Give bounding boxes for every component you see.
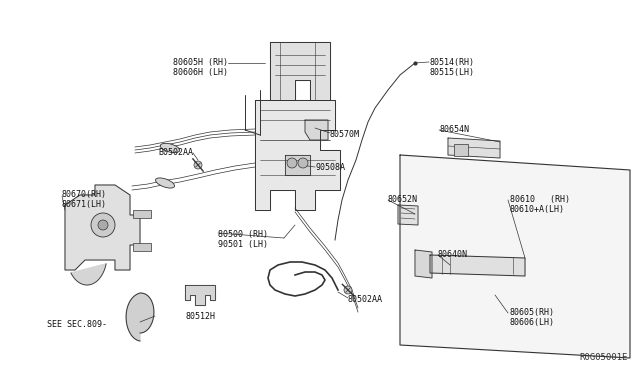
Text: 80610   (RH)
80610+A(LH): 80610 (RH) 80610+A(LH) [510, 195, 570, 214]
Circle shape [98, 220, 108, 230]
Polygon shape [448, 138, 500, 158]
FancyBboxPatch shape [454, 144, 468, 156]
Text: 80605(RH)
80606(LH): 80605(RH) 80606(LH) [510, 308, 555, 327]
FancyBboxPatch shape [133, 210, 151, 218]
Text: 80570M: 80570M [330, 130, 360, 139]
Circle shape [287, 158, 297, 168]
Text: 80514(RH)
80515(LH): 80514(RH) 80515(LH) [430, 58, 475, 77]
Circle shape [91, 213, 115, 237]
Polygon shape [71, 264, 106, 285]
Text: 80512H: 80512H [185, 312, 215, 321]
Polygon shape [65, 185, 140, 270]
Polygon shape [430, 255, 525, 276]
Text: 80502AA: 80502AA [348, 295, 383, 304]
Text: 90508A: 90508A [315, 163, 345, 172]
Text: 80652N: 80652N [388, 195, 418, 204]
Ellipse shape [156, 178, 175, 188]
Polygon shape [185, 285, 215, 305]
Text: 80670(RH)
80671(LH): 80670(RH) 80671(LH) [62, 190, 107, 209]
Polygon shape [270, 42, 330, 100]
Text: 80500 (RH)
90501 (LH): 80500 (RH) 90501 (LH) [218, 230, 268, 249]
Polygon shape [400, 155, 630, 358]
Polygon shape [285, 155, 310, 175]
Polygon shape [126, 293, 154, 341]
Ellipse shape [160, 143, 180, 153]
Text: 80640N: 80640N [438, 250, 468, 259]
Polygon shape [415, 250, 432, 278]
Polygon shape [255, 100, 340, 210]
Text: 80654N: 80654N [440, 125, 470, 134]
Text: R0G05001E: R0G05001E [580, 353, 628, 362]
Polygon shape [305, 120, 328, 140]
Circle shape [298, 158, 308, 168]
FancyBboxPatch shape [133, 243, 151, 251]
Circle shape [194, 161, 202, 169]
Text: B0502AA: B0502AA [158, 148, 193, 157]
Circle shape [344, 286, 352, 294]
Polygon shape [398, 205, 418, 225]
Text: SEE SEC.809-: SEE SEC.809- [47, 320, 107, 329]
Text: 80605H (RH)
80606H (LH): 80605H (RH) 80606H (LH) [173, 58, 228, 77]
